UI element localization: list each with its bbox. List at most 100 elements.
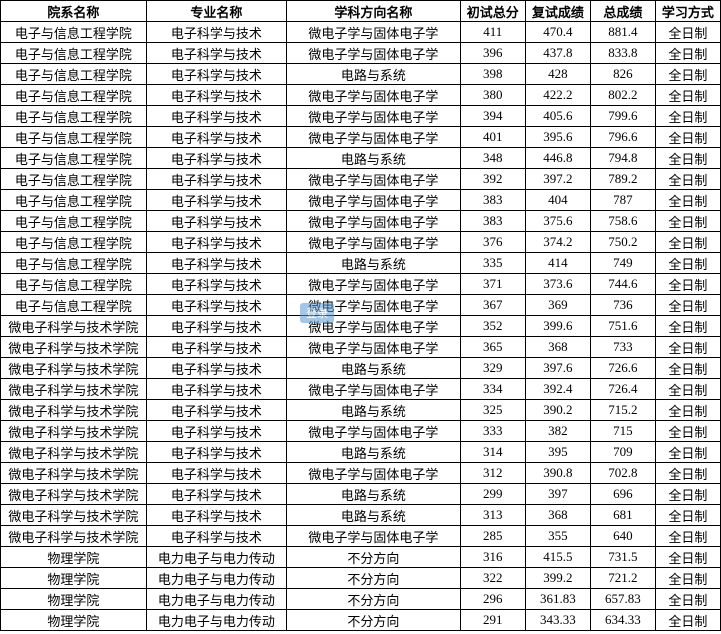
table-cell: 全日制 <box>655 253 720 274</box>
table-cell: 751.6 <box>590 316 655 337</box>
table-cell: 不分方向 <box>286 610 460 631</box>
table-cell: 826 <box>590 64 655 85</box>
table-cell: 371 <box>460 274 525 295</box>
table-cell: 833.8 <box>590 43 655 64</box>
table-cell: 334 <box>460 379 525 400</box>
table-cell: 电子与信息工程学院 <box>1 169 147 190</box>
table-cell: 397 <box>525 484 590 505</box>
table-cell: 全日制 <box>655 337 720 358</box>
table-cell: 446.8 <box>525 148 590 169</box>
table-cell: 不分方向 <box>286 547 460 568</box>
table-row: 微电子科学与技术学院电子科学与技术微电子学与固体电子学333382715全日制 <box>1 421 721 442</box>
table-row: 电子与信息工程学院电子科学与技术微电子学与固体电子学380422.2802.2全… <box>1 85 721 106</box>
table-cell: 全日制 <box>655 148 720 169</box>
table-cell: 电子科学与技术 <box>146 85 286 106</box>
table-cell: 微电子学与固体电子学 <box>286 106 460 127</box>
table-cell: 电子科学与技术 <box>146 22 286 43</box>
table-cell: 799.6 <box>590 106 655 127</box>
table-cell: 电子科学与技术 <box>146 379 286 400</box>
table-cell: 709 <box>590 442 655 463</box>
table-cell: 758.6 <box>590 211 655 232</box>
table-cell: 376 <box>460 232 525 253</box>
table-cell: 微电子学与固体电子学 <box>286 190 460 211</box>
table-cell: 全日制 <box>655 379 720 400</box>
table-cell: 物理学院 <box>1 610 147 631</box>
table-cell: 电子科学与技术 <box>146 127 286 148</box>
table-row: 电子与信息工程学院电子科学与技术微电子学与固体电子学396437.8833.8全… <box>1 43 721 64</box>
table-cell: 794.8 <box>590 148 655 169</box>
table-cell: 全日制 <box>655 274 720 295</box>
table-cell: 电子与信息工程学院 <box>1 253 147 274</box>
table-cell: 437.8 <box>525 43 590 64</box>
col-header-study-mode: 学习方式 <box>655 1 720 22</box>
table-cell: 380 <box>460 85 525 106</box>
table-cell: 715 <box>590 421 655 442</box>
table-cell: 电子与信息工程学院 <box>1 127 147 148</box>
table-cell: 微电子科学与技术学院 <box>1 526 147 547</box>
table-cell: 微电子学与固体电子学 <box>286 526 460 547</box>
table-cell: 715.2 <box>590 400 655 421</box>
table-cell: 470.4 <box>525 22 590 43</box>
table-cell: 335 <box>460 253 525 274</box>
table-cell: 634.33 <box>590 610 655 631</box>
table-cell: 312 <box>460 463 525 484</box>
table-cell: 电路与系统 <box>286 505 460 526</box>
table-cell: 787 <box>590 190 655 211</box>
table-cell: 不分方向 <box>286 589 460 610</box>
table-cell: 390.2 <box>525 400 590 421</box>
table-cell: 383 <box>460 190 525 211</box>
table-cell: 微电子学与固体电子学 <box>286 85 460 106</box>
col-header-department: 院系名称 <box>1 1 147 22</box>
table-cell: 796.6 <box>590 127 655 148</box>
table-row: 微电子科学与技术学院电子科学与技术电路与系统313368681全日制 <box>1 505 721 526</box>
table-cell: 电子与信息工程学院 <box>1 43 147 64</box>
table-cell: 全日制 <box>655 568 720 589</box>
table-cell: 电子科学与技术 <box>146 169 286 190</box>
table-cell: 355 <box>525 526 590 547</box>
table-cell: 296 <box>460 589 525 610</box>
table-cell: 368 <box>525 505 590 526</box>
col-header-major: 专业名称 <box>146 1 286 22</box>
table-cell: 789.2 <box>590 169 655 190</box>
table-cell: 726.4 <box>590 379 655 400</box>
table-row: 物理学院电力电子与电力传动不分方向316415.5731.5全日制 <box>1 547 721 568</box>
table-cell: 微电子科学与技术学院 <box>1 484 147 505</box>
table-cell: 368 <box>525 337 590 358</box>
table-cell: 415.5 <box>525 547 590 568</box>
table-cell: 微电子学与固体电子学 <box>286 316 460 337</box>
table-cell: 微电子学与固体电子学 <box>286 295 460 316</box>
table-cell: 696 <box>590 484 655 505</box>
table-row: 电子与信息工程学院电子科学与技术微电子学与固体电子学383375.6758.6全… <box>1 211 721 232</box>
table-cell: 微电子学与固体电子学 <box>286 337 460 358</box>
table-cell: 全日制 <box>655 64 720 85</box>
table-row: 电子与信息工程学院电子科学与技术电路与系统348446.8794.8全日制 <box>1 148 721 169</box>
table-cell: 不分方向 <box>286 568 460 589</box>
table-cell: 全日制 <box>655 211 720 232</box>
table-cell: 375.6 <box>525 211 590 232</box>
admissions-table: 院系名称 专业名称 学科方向名称 初试总分 复试成绩 总成绩 学习方式 电子与信… <box>0 0 721 631</box>
table-cell: 微电子科学与技术学院 <box>1 316 147 337</box>
table-cell: 电路与系统 <box>286 64 460 85</box>
table-cell: 微电子学与固体电子学 <box>286 22 460 43</box>
table-cell: 392 <box>460 169 525 190</box>
table-cell: 全日制 <box>655 610 720 631</box>
table-cell: 382 <box>525 421 590 442</box>
table-cell: 702.8 <box>590 463 655 484</box>
table-row: 电子与信息工程学院电子科学与技术微电子学与固体电子学394405.6799.6全… <box>1 106 721 127</box>
table-row: 电子与信息工程学院电子科学与技术电路与系统335414749全日制 <box>1 253 721 274</box>
table-cell: 微电子科学与技术学院 <box>1 337 147 358</box>
table-cell: 392.4 <box>525 379 590 400</box>
table-cell: 电力电子与电力传动 <box>146 568 286 589</box>
table-cell: 395.6 <box>525 127 590 148</box>
table-cell: 343.33 <box>525 610 590 631</box>
table-cell: 电路与系统 <box>286 442 460 463</box>
table-cell: 全日制 <box>655 232 720 253</box>
table-cell: 325 <box>460 400 525 421</box>
table-cell: 726.6 <box>590 358 655 379</box>
table-cell: 物理学院 <box>1 568 147 589</box>
table-cell: 物理学院 <box>1 589 147 610</box>
table-cell: 369 <box>525 295 590 316</box>
table-cell: 微电子科学与技术学院 <box>1 421 147 442</box>
table-cell: 405.6 <box>525 106 590 127</box>
table-cell: 电子与信息工程学院 <box>1 211 147 232</box>
